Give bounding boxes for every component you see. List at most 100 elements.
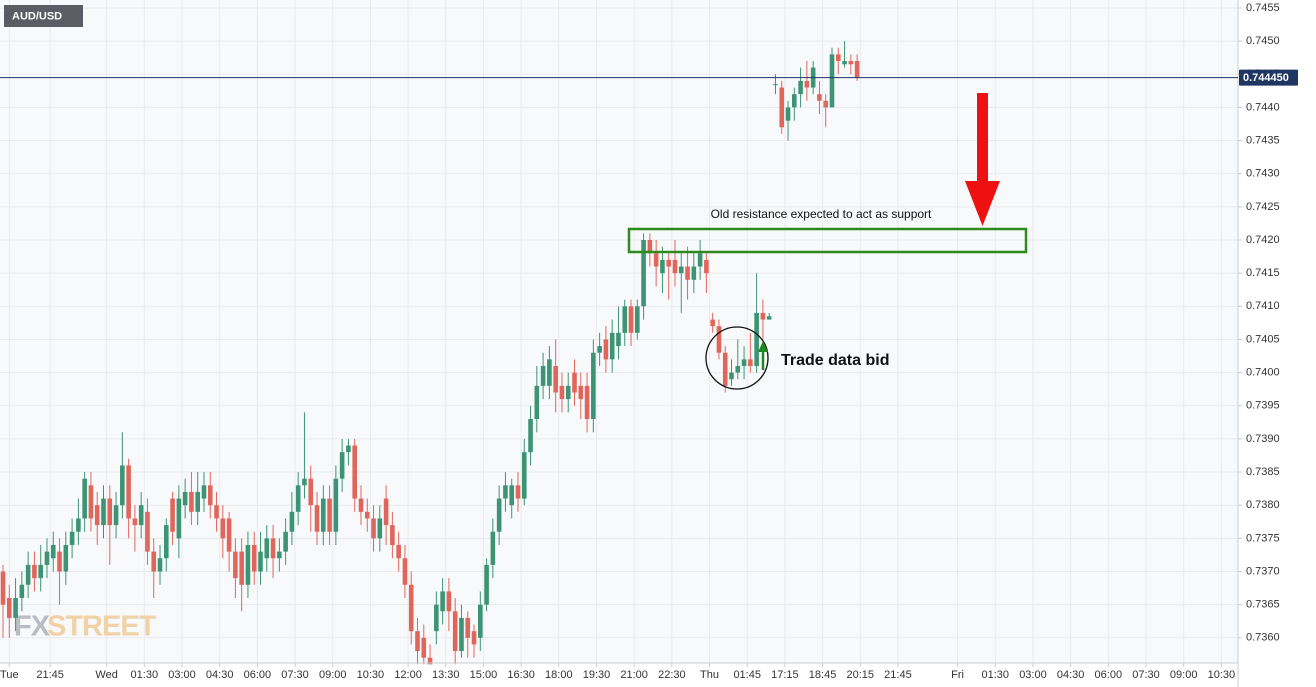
candle-body — [195, 491, 200, 512]
y-tick-label: 0.7385 — [1246, 466, 1280, 478]
candle-body — [509, 485, 515, 506]
candle-body — [572, 372, 577, 393]
candle-body — [107, 498, 113, 526]
candle-body — [321, 498, 326, 532]
candle-body — [145, 511, 150, 552]
candle-body — [691, 266, 697, 280]
candle-body — [704, 259, 709, 274]
candle-body — [289, 511, 295, 532]
candle-body — [390, 525, 395, 545]
candle-body — [616, 332, 621, 347]
y-tick-label: 0.7400 — [1246, 367, 1280, 379]
candle-body — [647, 240, 653, 254]
candle-body — [490, 531, 496, 565]
x-tick-label: 09:00 — [1170, 669, 1198, 681]
candle-body — [760, 312, 766, 320]
y-tick-label: 0.7415 — [1246, 267, 1280, 279]
x-tick-label: 06:00 — [1095, 669, 1123, 681]
candle-body — [848, 60, 854, 65]
candle-body — [283, 531, 288, 552]
candle-body — [773, 84, 778, 86]
candle-body — [534, 385, 540, 420]
candle-body — [38, 564, 43, 579]
candle-body — [553, 365, 558, 393]
candle-body — [622, 306, 628, 333]
candle-body — [660, 259, 665, 274]
plot-background — [0, 0, 1238, 663]
candle-body — [25, 564, 31, 585]
x-tick-label: 21:00 — [620, 669, 648, 681]
axes: 0.74550.74500.74450.74400.74350.74300.74… — [0, 2, 1298, 681]
y-tick-label: 0.7395 — [1246, 400, 1280, 412]
candle-body — [754, 312, 759, 366]
x-tick-label: 18:45 — [809, 669, 837, 681]
candle-body — [609, 332, 615, 360]
candle-body — [69, 531, 75, 545]
candle-body — [584, 385, 590, 420]
candle-body — [6, 598, 12, 618]
y-tick-label: 0.7430 — [1246, 168, 1280, 180]
y-tick-label: 0.7410 — [1246, 300, 1280, 312]
candle-body — [641, 240, 646, 307]
candle-body — [258, 551, 263, 572]
candle-body — [333, 478, 339, 532]
candle-body — [377, 518, 383, 539]
candle-body — [528, 419, 533, 453]
candle-body — [427, 657, 433, 665]
candle-body — [132, 518, 138, 526]
candle-body — [741, 359, 747, 366]
candle-body — [176, 498, 182, 539]
x-tick-label: 07:30 — [1132, 669, 1160, 681]
candle-body — [207, 485, 213, 506]
x-tick-label: 10:30 — [357, 669, 385, 681]
x-tick-label: 01:30 — [982, 669, 1010, 681]
candle-body — [792, 94, 797, 108]
candle-body — [63, 544, 69, 572]
candle-body — [471, 631, 477, 645]
x-tick-label: 04:30 — [206, 669, 234, 681]
x-tick-label: 22:30 — [658, 669, 686, 681]
candle-body — [270, 538, 276, 559]
candle-body — [327, 498, 332, 532]
candle-body — [408, 584, 414, 632]
chart-title: AUD/USD — [12, 10, 62, 22]
candle-body — [383, 498, 389, 526]
x-tick-label: 04:30 — [1057, 669, 1085, 681]
x-tick-label: 09:00 — [319, 669, 347, 681]
candle-body — [798, 80, 803, 95]
candle-body — [434, 604, 439, 632]
candle-body — [672, 259, 678, 274]
candle-body — [358, 498, 364, 512]
candle-body — [277, 551, 282, 559]
candle-body — [415, 631, 420, 652]
x-tick-label: 19:30 — [583, 669, 611, 681]
x-tick-label: 01:45 — [733, 669, 761, 681]
y-tick-label: 0.7390 — [1246, 433, 1280, 445]
symbol-box — [4, 5, 83, 27]
x-tick-label: 20:15 — [846, 669, 874, 681]
candle-body — [339, 452, 345, 479]
candle-body — [163, 525, 169, 559]
y-tick-label: 0.7380 — [1246, 499, 1280, 511]
candle-body — [785, 107, 791, 121]
candle-body — [88, 485, 94, 519]
y-tick-label: 0.7360 — [1246, 632, 1280, 644]
candle-body — [32, 564, 37, 579]
candle-body — [440, 591, 445, 612]
y-tick-label: 0.7450 — [1246, 35, 1280, 47]
x-tick-label: 10:30 — [1208, 669, 1236, 681]
x-tick-label: 18:00 — [545, 669, 573, 681]
candle-body — [804, 80, 810, 88]
candle-body — [245, 544, 251, 585]
candle-body — [76, 518, 81, 532]
candle-body — [515, 485, 521, 499]
candle-body — [779, 87, 785, 128]
candle-body — [653, 253, 659, 267]
candle-body — [484, 564, 489, 605]
y-tick-label: 0.7405 — [1246, 333, 1280, 345]
y-tick-label: 0.7440 — [1246, 101, 1280, 113]
candle-body — [748, 359, 753, 366]
x-tick-label: Fri — [951, 669, 964, 681]
candle-body — [0, 571, 6, 605]
candle-body — [565, 385, 571, 400]
